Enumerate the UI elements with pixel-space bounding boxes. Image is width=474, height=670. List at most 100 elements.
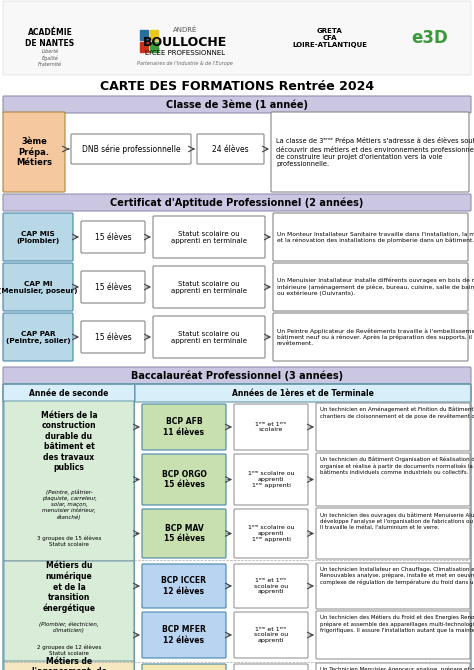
Text: Un technicien du Bâtiment Organisation et Réalisation du Gros Œuvre
organise et : Un technicien du Bâtiment Organisation e…	[320, 457, 474, 475]
FancyBboxPatch shape	[234, 564, 308, 608]
FancyBboxPatch shape	[3, 263, 73, 311]
Text: BCP AFB
11 élèves: BCP AFB 11 élèves	[164, 417, 204, 437]
Text: Certificat d'Aptitude Professionnel (2 années): Certificat d'Aptitude Professionnel (2 a…	[110, 197, 364, 208]
Text: Partenaires de l'Industrie & de l'Europe: Partenaires de l'Industrie & de l'Europe	[137, 60, 233, 66]
Text: 3ème
Prépa.
Métiers: 3ème Prépa. Métiers	[16, 137, 52, 168]
Text: Année de seconde: Année de seconde	[29, 389, 109, 397]
Text: ACADÉMIE
DE NANTES: ACADÉMIE DE NANTES	[26, 28, 74, 48]
FancyBboxPatch shape	[273, 213, 468, 261]
Text: Baccalauréat Professionnel (3 années): Baccalauréat Professionnel (3 années)	[131, 371, 343, 381]
FancyBboxPatch shape	[316, 563, 470, 609]
FancyBboxPatch shape	[142, 564, 226, 608]
Bar	[140, 42, 148, 52]
Text: Années de 1ères et de Terminale: Années de 1ères et de Terminale	[232, 389, 374, 397]
FancyBboxPatch shape	[316, 508, 470, 559]
FancyBboxPatch shape	[71, 134, 191, 164]
Text: Un Technicien Menuisier Agenceur analyse, prépare et organise les chantiers
de f: Un Technicien Menuisier Agenceur analyse…	[320, 667, 474, 670]
FancyBboxPatch shape	[153, 316, 265, 358]
Text: BCP ORGO
15 élèves: BCP ORGO 15 élèves	[162, 470, 207, 489]
Text: 1ᵉᵐ scolaire ou
apprenti
1ᵉᵐ apprenti: 1ᵉᵐ scolaire ou apprenti 1ᵉᵐ apprenti	[248, 471, 294, 488]
FancyBboxPatch shape	[142, 664, 226, 670]
Text: Métiers du
numérique
et de la
transition
énergétique: Métiers du numérique et de la transition…	[43, 561, 95, 613]
FancyBboxPatch shape	[234, 454, 308, 505]
Text: (Peintre, plâtrier-
plaquiste, carreleur,
solar, maçon,
menuisier intérieur,
éta: (Peintre, plâtrier- plaquiste, carreleur…	[42, 490, 96, 520]
Text: 15 élèves: 15 élèves	[95, 283, 131, 291]
Text: 1ᵉᵐ scolaire ou
apprenti
1ᵉᵐ apprenti: 1ᵉᵐ scolaire ou apprenti 1ᵉᵐ apprenti	[248, 525, 294, 542]
Bar	[150, 30, 158, 40]
Text: 15 élèves: 15 élèves	[95, 232, 131, 241]
Text: La classe de 3ᵉᵐᵉ Prépa Métiers s'adresse à des élèves souhaitant
découvrir des : La classe de 3ᵉᵐᵉ Prépa Métiers s'adress…	[276, 137, 474, 167]
FancyBboxPatch shape	[81, 271, 145, 303]
FancyBboxPatch shape	[316, 403, 470, 451]
Bar	[140, 30, 148, 40]
FancyBboxPatch shape	[3, 313, 73, 361]
FancyBboxPatch shape	[271, 112, 469, 192]
FancyBboxPatch shape	[142, 612, 226, 658]
Text: Un technicien Installateur en Chauffage, Climatisation et Energies
Renouvables a: Un technicien Installateur en Chauffage,…	[320, 567, 474, 585]
FancyBboxPatch shape	[3, 384, 135, 402]
FancyBboxPatch shape	[234, 509, 308, 558]
Text: 1ᵉᵐ et 1ᵉᵐ
scolaire: 1ᵉᵐ et 1ᵉᵐ scolaire	[255, 421, 287, 432]
FancyBboxPatch shape	[234, 664, 308, 670]
Text: (Plombier, électricien,
climaticien): (Plombier, électricien, climaticien)	[39, 621, 99, 632]
Text: 24 élèves: 24 élèves	[212, 145, 249, 153]
Text: 1ᵉᵐ et 1ᵉᵐ
scolaire ou
apprenti: 1ᵉᵐ et 1ᵉᵐ scolaire ou apprenti	[254, 578, 288, 594]
Text: Statut scolaire ou
apprenti en terminale: Statut scolaire ou apprenti en terminale	[171, 330, 247, 344]
Text: 15 élèves: 15 élèves	[95, 332, 131, 342]
Text: Un technicien des Métiers du Froid et des Energies Renouvelables planifie,
prépa: Un technicien des Métiers du Froid et de…	[320, 615, 474, 632]
Text: Statut scolaire ou
apprenti en terminale: Statut scolaire ou apprenti en terminale	[171, 230, 247, 243]
Text: BOULLOCHE: BOULLOCHE	[143, 36, 227, 48]
Text: ANDRÉ: ANDRÉ	[173, 27, 197, 34]
FancyBboxPatch shape	[81, 321, 145, 353]
Text: CAP MIS
(Plombier): CAP MIS (Plombier)	[17, 230, 60, 243]
FancyBboxPatch shape	[273, 263, 468, 311]
FancyBboxPatch shape	[142, 404, 226, 450]
Text: Métiers de la
construction
durable du
bâtiment et
des travaux
publics: Métiers de la construction durable du bâ…	[41, 411, 97, 472]
Text: BCP MAV
15 élèves: BCP MAV 15 élèves	[164, 524, 204, 543]
Text: Un technicien des ouvrages du bâtiment Menuiserie Aluminium Verre
développe l'an: Un technicien des ouvrages du bâtiment M…	[320, 512, 474, 530]
FancyBboxPatch shape	[4, 401, 134, 561]
Text: Un technicien en Aménagement et Finition du Bâtiment organise et réalise des
cha: Un technicien en Aménagement et Finition…	[320, 407, 474, 419]
FancyBboxPatch shape	[316, 611, 470, 659]
Text: Statut scolaire ou
apprenti en terminale: Statut scolaire ou apprenti en terminale	[171, 281, 247, 293]
Text: Un Monteur Installateur Sanitaire travaille dans l'installation, la maintenance
: Un Monteur Installateur Sanitaire travai…	[277, 231, 474, 243]
FancyBboxPatch shape	[3, 1, 471, 75]
FancyBboxPatch shape	[316, 663, 470, 670]
Bar	[150, 42, 158, 52]
Text: LYCÉE PROFESSIONNEL: LYCÉE PROFESSIONNEL	[145, 50, 225, 56]
FancyBboxPatch shape	[4, 561, 134, 663]
FancyBboxPatch shape	[234, 404, 308, 450]
FancyBboxPatch shape	[234, 612, 308, 658]
Text: BCP ICCER
12 élèves: BCP ICCER 12 élèves	[162, 576, 207, 596]
Text: CAP PAR
(Peintre, solier): CAP PAR (Peintre, solier)	[6, 330, 70, 344]
Text: GRETA
CFA
LOIRE-ATLANTIQUE: GRETA CFA LOIRE-ATLANTIQUE	[292, 28, 367, 48]
FancyBboxPatch shape	[3, 112, 65, 192]
FancyBboxPatch shape	[4, 661, 134, 670]
Text: Un Menuisier Installateur installe différents ouvrages en bois de menuiserie
int: Un Menuisier Installateur installe diffé…	[277, 278, 474, 296]
Text: Classe de 3ème (1 année): Classe de 3ème (1 année)	[166, 99, 308, 110]
FancyBboxPatch shape	[153, 266, 265, 308]
FancyBboxPatch shape	[81, 221, 145, 253]
FancyBboxPatch shape	[135, 384, 471, 402]
Text: Un Peintre Applicateur de Revêtements travaille à l'embellissement de
bâtiment n: Un Peintre Applicateur de Revêtements tr…	[277, 328, 474, 346]
FancyBboxPatch shape	[153, 216, 265, 258]
FancyBboxPatch shape	[142, 509, 226, 558]
Text: Liberté
Égalité
Fraternité: Liberté Égalité Fraternité	[38, 49, 62, 67]
Text: e3D: e3D	[411, 29, 448, 47]
FancyBboxPatch shape	[3, 194, 471, 211]
Text: 2 groupes de 12 élèves
Statut scolaire: 2 groupes de 12 élèves Statut scolaire	[37, 645, 101, 656]
FancyBboxPatch shape	[273, 313, 468, 361]
FancyBboxPatch shape	[316, 453, 470, 506]
Text: BCP MFER
12 élèves: BCP MFER 12 élèves	[162, 625, 206, 645]
Text: DNB série professionnelle: DNB série professionnelle	[82, 144, 180, 153]
FancyBboxPatch shape	[142, 454, 226, 505]
FancyBboxPatch shape	[3, 367, 471, 384]
Text: CARTE DES FORMATIONS Rentrée 2024: CARTE DES FORMATIONS Rentrée 2024	[100, 80, 374, 94]
FancyBboxPatch shape	[197, 134, 264, 164]
FancyBboxPatch shape	[3, 96, 471, 113]
FancyBboxPatch shape	[3, 213, 73, 261]
Text: CAP MI
(Menuisier, poseur): CAP MI (Menuisier, poseur)	[0, 281, 78, 293]
Text: Métiers de
l'agencement, de
la menuiserie et
de l'ameublement: Métiers de l'agencement, de la menuiseri…	[30, 657, 108, 670]
Text: 3 groupes de 15 élèves
Statut scolaire: 3 groupes de 15 élèves Statut scolaire	[37, 535, 101, 547]
Text: 1ᵉᵐ et 1ᵉᵐ
scolaire ou
apprenti: 1ᵉᵐ et 1ᵉᵐ scolaire ou apprenti	[254, 626, 288, 643]
